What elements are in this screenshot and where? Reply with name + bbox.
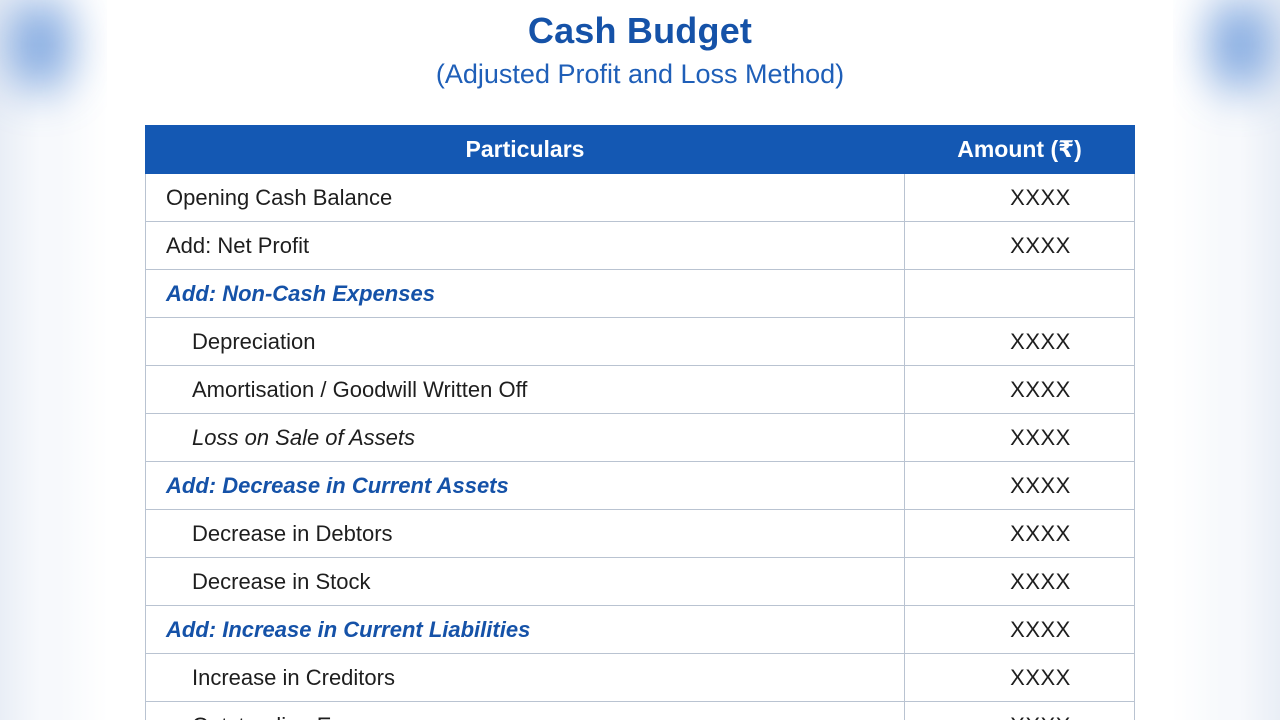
table-row: Decrease in Debtors XXXX [145, 509, 1135, 558]
right-edge-blur [1210, 0, 1270, 90]
amount-cell [904, 269, 1135, 318]
table-header-row: Particulars Amount (₹) [145, 125, 1135, 174]
amount-cell: XXXX [904, 653, 1135, 702]
amount-cell: XXXX [904, 221, 1135, 270]
amount-cell: XXXX [904, 365, 1135, 414]
particulars-cell: Add: Net Profit [145, 221, 905, 270]
table-row: Amortisation / Goodwill Written Off XXXX [145, 365, 1135, 414]
amount-cell: XXXX [904, 605, 1135, 654]
particulars-cell: Depreciation [145, 317, 905, 366]
header-amount: Amount (₹) [904, 125, 1135, 174]
table-row: Increase in Creditors XXXX [145, 653, 1135, 702]
particulars-cell: Opening Cash Balance [145, 173, 905, 222]
particulars-cell: Increase in Creditors [145, 653, 905, 702]
section-heading-cell: Add: Decrease in Current Assets [145, 461, 905, 510]
page-title: Cash Budget [527, 10, 753, 51]
section-heading-cell: Add: Non-Cash Expenses [145, 269, 905, 318]
amount-cell: XXXX [904, 557, 1135, 606]
particulars-cell: Loss on Sale of Assets [145, 413, 905, 462]
particulars-cell: Amortisation / Goodwill Written Off [145, 365, 905, 414]
page-subtitle: (Adjusted Profit and Loss Method) [435, 59, 845, 89]
table-row: Add: Decrease in Current Assets XXXX [145, 461, 1135, 510]
left-edge-blur [10, 0, 70, 90]
document-page: Cash Budget (Adjusted Profit and Loss Me… [107, 0, 1173, 720]
table-body: Opening Cash Balance XXXX Add: Net Profit X… [145, 173, 1135, 720]
section-heading-cell: Add: Increase in Current Liabilities [145, 605, 905, 654]
amount-cell: XXXX [904, 413, 1135, 462]
amount-cell: XXXX [904, 509, 1135, 558]
cash-budget-table: Particulars Amount (₹) Opening Cash Bala… [145, 125, 1135, 720]
amount-cell: XXXX [904, 461, 1135, 510]
table-row: Add: Increase in Current Liabilities XXXX [145, 605, 1135, 654]
particulars-cell: Decrease in Debtors [145, 509, 905, 558]
table-row: Depreciation XXXX [145, 317, 1135, 366]
table-row: Loss on Sale of Assets XXXX [145, 413, 1135, 462]
header-particulars: Particulars [145, 125, 905, 174]
table-row: Add: Net Profit XXXX [145, 221, 1135, 270]
amount-cell: XXXX [904, 701, 1135, 720]
amount-cell: XXXX [904, 317, 1135, 366]
table-row: Opening Cash Balance XXXX [145, 173, 1135, 222]
particulars-cell: Decrease in Stock [145, 557, 905, 606]
table-row: Add: Non-Cash Expenses [145, 269, 1135, 318]
particulars-cell: Outstanding Expenses [145, 701, 905, 720]
amount-cell: XXXX [904, 173, 1135, 222]
table-row: Decrease in Stock XXXX [145, 557, 1135, 606]
table-row: Outstanding ExpensesXXXX [145, 701, 1135, 720]
